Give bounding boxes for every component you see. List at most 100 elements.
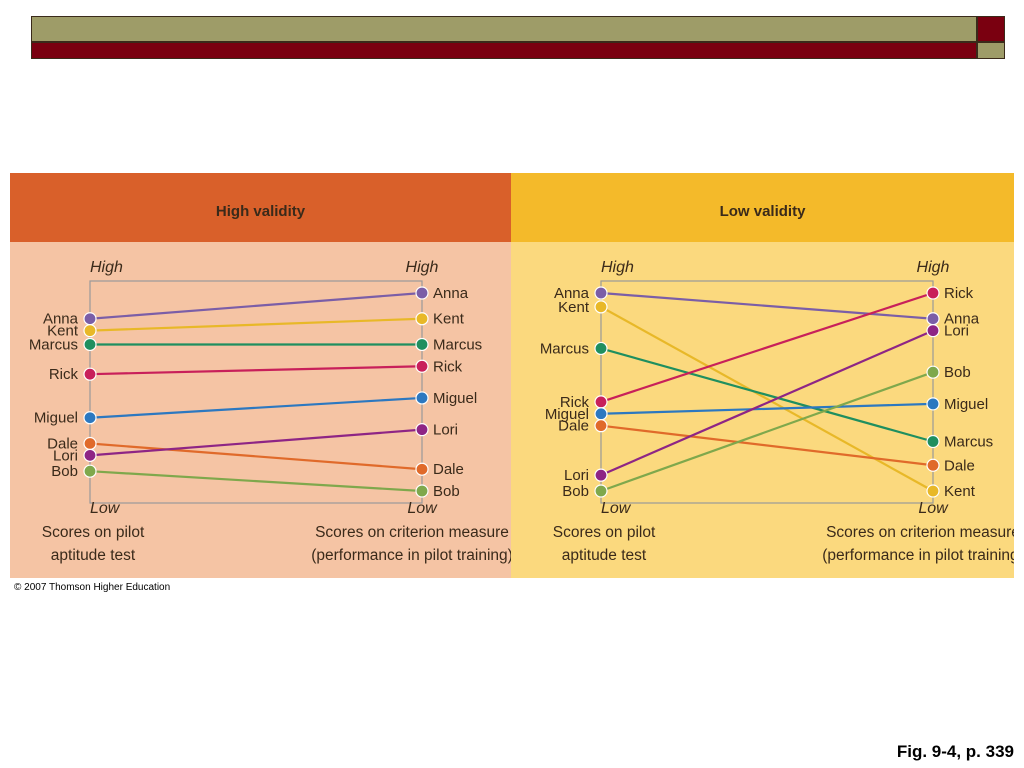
low-left-name-miguel: Miguel <box>545 406 589 423</box>
high-right-caption-line: (performance in pilot training) <box>311 547 513 564</box>
high-left-name-bob: Bob <box>51 463 78 480</box>
high-left-name-lori: Lori <box>53 447 78 464</box>
high-right-point-anna <box>415 286 429 300</box>
low-line-miguel <box>600 402 934 415</box>
high-left-name-marcus: Marcus <box>29 336 78 353</box>
high-left-point-lori <box>83 448 97 462</box>
high-left-point-dale <box>83 436 97 451</box>
low-right-caption-line: Scores on criterion measure <box>826 524 1014 541</box>
low-line-kent <box>600 305 934 492</box>
high-right-name-anna: Anna <box>433 285 469 302</box>
low-left-point-bob <box>594 484 608 498</box>
low-line-lori <box>600 329 934 477</box>
low-left-point-dale <box>594 419 608 433</box>
high-line-rick <box>89 365 423 376</box>
low-line-bob <box>600 371 934 493</box>
decoration-square-red <box>977 16 1005 42</box>
high-left-point-miguel <box>83 411 97 425</box>
high-panel-title: High validity <box>216 203 306 220</box>
low-panel-title: Low validity <box>720 203 807 220</box>
low-right-high-label: High <box>917 259 950 276</box>
low-right-name-dale: Dale <box>944 457 975 474</box>
high-line-anna <box>89 291 423 320</box>
high-right-point-rick <box>415 359 429 373</box>
low-line-anna <box>600 291 934 320</box>
low-right-name-kent: Kent <box>944 483 976 500</box>
high-right-point-marcus <box>415 337 429 352</box>
high-line-lori <box>89 428 423 457</box>
high-right-point-dale <box>415 462 429 476</box>
high-line-kent <box>89 317 423 332</box>
high-right-name-marcus: Marcus <box>433 336 482 353</box>
high-left-name-dale: Dale <box>47 435 78 452</box>
low-right-name-rick: Rick <box>944 285 974 302</box>
high-right-point-lori <box>415 423 429 437</box>
low-right-low-label: Low <box>918 500 949 517</box>
low-right-point-kent <box>926 484 940 498</box>
high-right-name-bob: Bob <box>433 483 460 500</box>
high-line-dale <box>89 442 423 471</box>
high-left-name-rick: Rick <box>49 366 79 383</box>
low-left-point-rick <box>594 395 608 409</box>
low-left-point-marcus <box>594 341 608 356</box>
low-right-point-dale <box>926 458 940 472</box>
low-left-name-bob: Bob <box>562 483 589 500</box>
low-left-point-lori <box>594 468 608 482</box>
high-right-point-miguel <box>415 391 429 405</box>
high-right-high-label: High <box>406 259 439 276</box>
low-right-point-lori <box>926 324 940 338</box>
high-line-bob <box>89 470 423 493</box>
high-left-caption-line: Scores on pilot <box>42 524 145 541</box>
low-right-point-bob <box>926 365 940 379</box>
low-left-name-kent: Kent <box>558 299 590 316</box>
low-right-name-bob: Bob <box>944 364 971 381</box>
high-right-name-rick: Rick <box>433 358 463 375</box>
low-left-name-marcus: Marcus <box>540 340 589 357</box>
low-left-name-rick: Rick <box>560 394 590 411</box>
high-line-miguel <box>89 396 423 419</box>
low-right-name-lori: Lori <box>944 323 969 340</box>
validity-figure: High validity High High Low Low Scores on pil… <box>10 173 1014 578</box>
high-right-point-bob <box>415 484 429 498</box>
high-left-low-label: Low <box>90 500 121 517</box>
high-left-point-bob <box>83 464 97 478</box>
low-left-caption-line: Scores on pilot <box>553 524 656 541</box>
low-right-point-marcus <box>926 434 940 449</box>
title-decoration-bar <box>31 16 1005 59</box>
low-right-point-miguel <box>926 397 940 411</box>
low-right-point-rick <box>926 286 940 300</box>
high-left-name-anna: Anna <box>43 311 79 328</box>
figure-caption: Fig. 9-4, p. 339 <box>896 742 1014 761</box>
high-left-name-miguel: Miguel <box>34 410 78 427</box>
low-axis-frame <box>600 280 934 504</box>
low-panel-header <box>511 173 1014 242</box>
low-left-point-kent <box>594 300 608 314</box>
decoration-bar-olive <box>31 16 977 42</box>
low-line-dale <box>600 424 934 467</box>
low-left-caption-line: aptitude test <box>562 547 647 564</box>
low-left-point-anna <box>594 286 608 300</box>
low-right-point-anna <box>926 312 940 326</box>
high-left-high-label: High <box>90 259 123 276</box>
high-right-name-lori: Lori <box>433 422 458 439</box>
decoration-bar-red <box>31 42 977 59</box>
low-right-name-anna: Anna <box>944 311 980 328</box>
low-left-name-dale: Dale <box>558 418 589 435</box>
low-left-low-label: Low <box>601 500 632 517</box>
high-left-point-rick <box>83 367 97 381</box>
high-panel-header <box>10 173 511 242</box>
decoration-square-olive <box>977 42 1005 59</box>
high-right-caption-line: Scores on criterion measure <box>315 524 509 541</box>
low-line-marcus <box>600 347 934 443</box>
high-panel-body <box>10 242 511 578</box>
high-right-name-miguel: Miguel <box>433 390 477 407</box>
high-right-point-kent <box>415 312 429 326</box>
high-right-name-dale: Dale <box>433 461 464 478</box>
low-line-rick <box>600 291 934 403</box>
low-left-name-anna: Anna <box>554 285 590 302</box>
low-left-name-lori: Lori <box>564 467 589 484</box>
high-left-name-kent: Kent <box>47 323 79 340</box>
low-left-high-label: High <box>601 259 634 276</box>
high-left-caption-line: aptitude test <box>51 547 136 564</box>
high-right-low-label: Low <box>407 500 438 517</box>
